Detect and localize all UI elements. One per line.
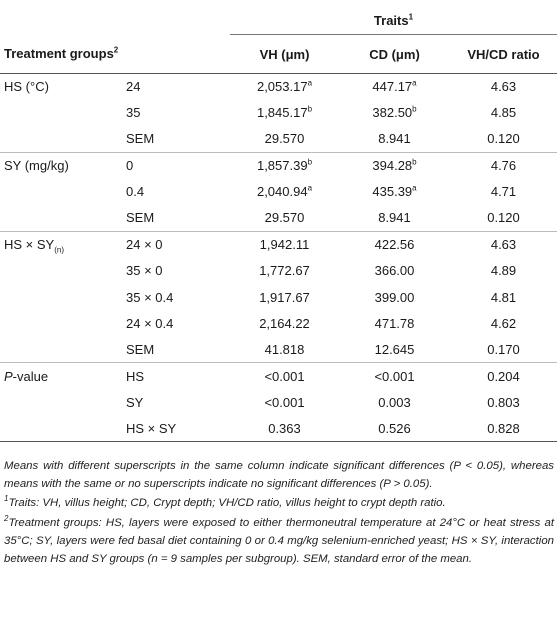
vh-value: <0.001 bbox=[264, 394, 305, 410]
vh-header: VH (μm) bbox=[259, 46, 310, 62]
ratio-value: 0.120 bbox=[450, 204, 557, 232]
cd-value: 0.526 bbox=[339, 415, 450, 443]
ratio-value: 4.89 bbox=[490, 263, 517, 279]
vh-value: 1,942.11 bbox=[259, 237, 310, 253]
group-label bbox=[0, 126, 120, 153]
ratio-value: 4.71 bbox=[490, 184, 517, 200]
ratio-value: 0.828 bbox=[450, 415, 557, 443]
footnote-1: 1Traits: VH, villus height; CD, Crypt de… bbox=[4, 494, 446, 510]
ratio-value: 4.63 bbox=[490, 79, 517, 95]
subgroup-label: 24 bbox=[126, 79, 141, 95]
vh-value: 1,917.67 bbox=[259, 289, 310, 305]
cd-value: 0.003 bbox=[378, 394, 411, 410]
subgroup-label: 24 × 0 bbox=[126, 237, 163, 253]
cd-value: 471.78 bbox=[374, 315, 415, 331]
cd-value: 399.00 bbox=[374, 289, 415, 305]
vh-value: 1,857.39b bbox=[256, 157, 313, 174]
table-row: SEM 29.570 8.941 0.120 bbox=[0, 204, 557, 232]
cd-value: 8.941 bbox=[339, 204, 450, 232]
column-header-row: Treatment groups2 VH (μm) CD (μm) VH/CD … bbox=[0, 35, 557, 74]
table-row: 35 × 0 1,772.67 366.00 4.89 bbox=[0, 258, 557, 284]
subgroup-label: SY bbox=[126, 394, 144, 410]
group-label: P-value bbox=[4, 368, 49, 384]
group-label bbox=[0, 204, 120, 232]
ratio-value: 0.204 bbox=[487, 368, 520, 384]
subgroup-label: 0.4 bbox=[126, 184, 145, 200]
group-label bbox=[0, 415, 120, 443]
footnote-significance: Means with different superscripts in the… bbox=[4, 460, 554, 490]
group-label bbox=[0, 336, 120, 364]
vh-value: 41.818 bbox=[230, 336, 339, 364]
vh-value: 1,772.67 bbox=[259, 263, 310, 279]
table-row: 0.4 2,040.94a 435.39a 4.71 bbox=[0, 179, 557, 205]
cd-value: 366.00 bbox=[374, 263, 415, 279]
group-label: HS × SY(n) bbox=[4, 237, 64, 255]
subgroup-label: 0 bbox=[126, 158, 134, 174]
table-row: HS × SY 0.363 0.526 0.828 bbox=[0, 415, 557, 443]
vh-value: 29.570 bbox=[230, 204, 339, 232]
group-label bbox=[0, 179, 120, 205]
cd-value: 447.17a bbox=[372, 79, 417, 95]
group-label: HS (°C) bbox=[4, 79, 49, 95]
vh-value: 2,053.17a bbox=[256, 79, 313, 95]
cd-value: 422.56 bbox=[374, 237, 415, 253]
table-row: 35 × 0.4 1,917.67 399.00 4.81 bbox=[0, 284, 557, 310]
cd-value: 382.50b bbox=[372, 105, 417, 121]
subgroup-label: SEM bbox=[120, 126, 230, 153]
vh-value: 2,040.94a bbox=[256, 184, 313, 200]
vh-value: 2,164.22 bbox=[259, 315, 310, 331]
ratio-value: 4.81 bbox=[490, 289, 517, 305]
group-label bbox=[0, 100, 120, 126]
cd-value: 435.39a bbox=[372, 184, 417, 200]
traits-header: Traits1 bbox=[230, 6, 557, 35]
table-row: SEM 29.570 8.941 0.120 bbox=[0, 126, 557, 153]
table-footnotes: Means with different superscripts in the… bbox=[4, 458, 554, 570]
table-row: SY <0.001 0.003 0.803 bbox=[0, 389, 557, 415]
group-label bbox=[0, 389, 120, 415]
traits-header-row: Traits1 bbox=[0, 6, 557, 35]
cd-header: CD (μm) bbox=[369, 46, 420, 62]
subgroup-label: SEM bbox=[120, 336, 230, 364]
vh-value: 1,845.17b bbox=[256, 105, 313, 121]
cd-value: 12.645 bbox=[339, 336, 450, 364]
table-row: 24 × 0.4 2,164.22 471.78 4.62 bbox=[0, 310, 557, 336]
subgroup-label: 35 × 0.4 bbox=[126, 289, 174, 305]
vh-value: <0.001 bbox=[264, 368, 305, 384]
subgroup-label: 35 × 0 bbox=[126, 263, 163, 279]
subgroup-label: SEM bbox=[120, 204, 230, 232]
subgroup-label: HS bbox=[126, 368, 145, 384]
ratio-value: 0.803 bbox=[487, 394, 520, 410]
results-table: Traits1 Treatment groups2 VH (μm) CD (μm… bbox=[0, 6, 557, 443]
cd-value: 394.28b bbox=[372, 157, 417, 174]
table-row: P-value HS <0.001 <0.001 0.204 bbox=[0, 363, 557, 389]
group-label: SY (mg/kg) bbox=[4, 158, 69, 174]
ratio-header: VH/CD ratio bbox=[467, 46, 540, 62]
subgroup-label: HS × SY bbox=[120, 415, 230, 443]
table-row: 35 1,845.17b 382.50b 4.85 bbox=[0, 100, 557, 126]
group-label bbox=[0, 258, 120, 284]
cd-value: 8.941 bbox=[339, 126, 450, 153]
ratio-value: 4.63 bbox=[490, 237, 517, 253]
group-label bbox=[0, 284, 120, 310]
ratio-value: 4.85 bbox=[490, 105, 517, 121]
ratio-value: 0.170 bbox=[450, 336, 557, 364]
table-row: SEM 41.818 12.645 0.170 bbox=[0, 336, 557, 364]
subgroup-label: 35 bbox=[126, 105, 141, 121]
table-row: SY (mg/kg) 0 1,857.39b 394.28b 4.76 bbox=[0, 152, 557, 178]
footnote-2: 2Treatment groups: HS, layers were expos… bbox=[4, 514, 554, 565]
ratio-value: 4.76 bbox=[490, 158, 517, 174]
subgroup-label: 24 × 0.4 bbox=[126, 315, 174, 331]
vh-value: 0.363 bbox=[230, 415, 339, 443]
treatment-groups-header: Treatment groups2 bbox=[4, 45, 119, 62]
ratio-value: 4.62 bbox=[490, 315, 517, 331]
ratio-value: 0.120 bbox=[450, 126, 557, 153]
group-label bbox=[0, 310, 120, 336]
table-row: HS (°C) 24 2,053.17a 447.17a 4.63 bbox=[0, 74, 557, 100]
cd-value: <0.001 bbox=[374, 368, 415, 384]
table-row: HS × SY(n) 24 × 0 1,942.11 422.56 4.63 bbox=[0, 231, 557, 257]
vh-value: 29.570 bbox=[230, 126, 339, 153]
